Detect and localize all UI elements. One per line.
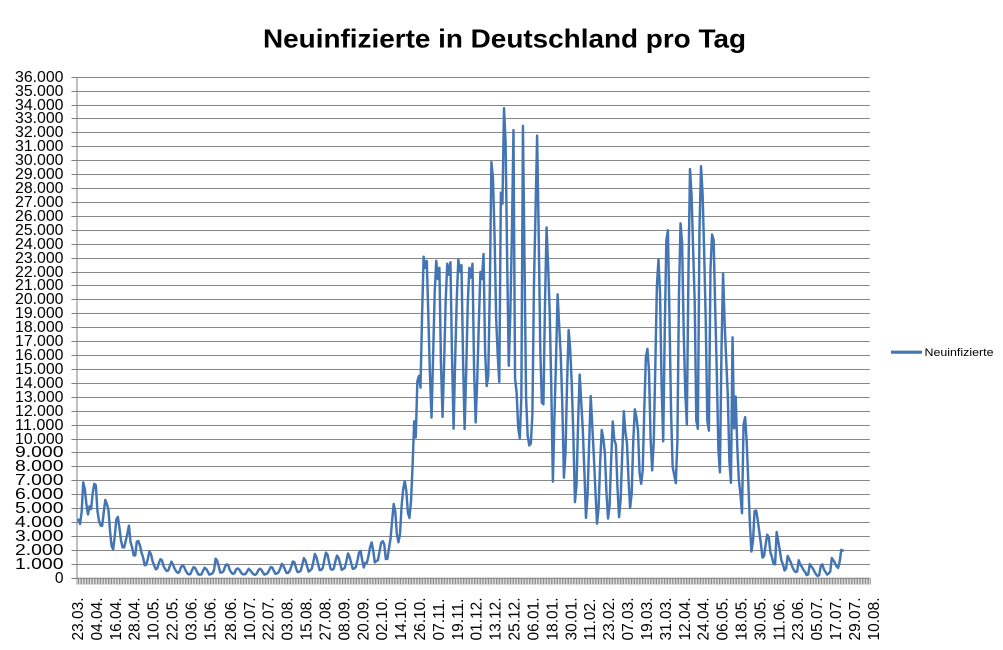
- svg-text:23.02.: 23.02.: [601, 597, 618, 640]
- svg-text:06.01.: 06.01.: [525, 597, 542, 640]
- svg-text:11.02.: 11.02.: [582, 599, 599, 641]
- svg-text:17.000: 17.000: [15, 333, 64, 350]
- svg-text:11.06.: 11.06.: [771, 599, 788, 641]
- svg-text:22.05.: 22.05.: [165, 597, 182, 640]
- svg-text:12.04.: 12.04.: [677, 597, 694, 640]
- svg-text:35.000: 35.000: [15, 83, 64, 100]
- svg-text:22.000: 22.000: [15, 264, 64, 281]
- svg-text:07.11.: 07.11.: [431, 599, 448, 641]
- svg-text:29.07.: 29.07.: [847, 597, 864, 640]
- svg-text:27.08.: 27.08.: [317, 597, 334, 640]
- svg-text:20.000: 20.000: [15, 291, 64, 308]
- svg-text:10.08.: 10.08.: [866, 597, 883, 640]
- svg-text:26.10.: 26.10.: [412, 597, 429, 640]
- svg-text:4.000: 4.000: [15, 514, 64, 531]
- svg-text:23.000: 23.000: [15, 250, 64, 267]
- svg-text:15.08.: 15.08.: [299, 597, 316, 640]
- svg-text:6.000: 6.000: [15, 486, 64, 503]
- svg-text:36.000: 36.000: [15, 69, 64, 86]
- svg-text:Neuinfizierte in Deutschland p: Neuinfizierte in Deutschland pro Tag: [263, 24, 746, 54]
- svg-text:20.09.: 20.09.: [355, 597, 372, 640]
- svg-text:30.000: 30.000: [15, 152, 64, 169]
- svg-text:29.000: 29.000: [15, 166, 64, 183]
- svg-text:05.07.: 05.07.: [809, 597, 826, 640]
- svg-text:16.04.: 16.04.: [108, 597, 125, 640]
- svg-text:13.000: 13.000: [15, 389, 64, 406]
- svg-text:11.000: 11.000: [15, 417, 64, 434]
- svg-text:30.01.: 30.01.: [563, 597, 580, 640]
- svg-text:27.000: 27.000: [15, 194, 64, 211]
- svg-text:04.04.: 04.04.: [89, 597, 106, 640]
- svg-text:14.10.: 14.10.: [393, 597, 410, 640]
- svg-text:18.05.: 18.05.: [734, 597, 751, 640]
- svg-text:9.000: 9.000: [15, 444, 64, 461]
- svg-text:01.12.: 01.12.: [469, 597, 486, 640]
- svg-text:33.000: 33.000: [15, 110, 64, 127]
- svg-text:32.000: 32.000: [15, 124, 64, 141]
- svg-text:3.000: 3.000: [15, 528, 64, 545]
- svg-text:17.07.: 17.07.: [828, 597, 845, 640]
- svg-text:34.000: 34.000: [15, 97, 64, 114]
- svg-text:23.06.: 23.06.: [790, 597, 807, 640]
- svg-text:Neuinfizierte: Neuinfizierte: [925, 347, 994, 359]
- svg-text:24.000: 24.000: [15, 236, 64, 253]
- svg-text:28.04.: 28.04.: [127, 597, 144, 640]
- svg-text:03.06.: 03.06.: [183, 597, 200, 640]
- svg-text:10.07.: 10.07.: [242, 597, 259, 640]
- svg-text:13.12.: 13.12.: [488, 597, 505, 640]
- svg-text:10.05.: 10.05.: [146, 597, 163, 640]
- svg-text:25.12.: 25.12.: [507, 597, 524, 640]
- svg-text:02.10.: 02.10.: [374, 597, 391, 640]
- svg-text:19.03.: 19.03.: [639, 597, 656, 640]
- svg-text:14.000: 14.000: [15, 375, 64, 392]
- svg-text:23.03.: 23.03.: [70, 597, 87, 640]
- svg-text:18.01.: 18.01.: [544, 597, 561, 640]
- svg-text:24.04.: 24.04.: [696, 597, 713, 640]
- svg-text:06.05.: 06.05.: [715, 597, 732, 640]
- svg-text:19.000: 19.000: [15, 305, 64, 322]
- svg-text:0: 0: [55, 570, 64, 587]
- svg-text:25.000: 25.000: [15, 222, 64, 239]
- svg-text:15.06.: 15.06.: [202, 597, 219, 640]
- svg-text:12.000: 12.000: [15, 403, 64, 420]
- svg-text:5.000: 5.000: [15, 500, 64, 517]
- svg-text:03.08.: 03.08.: [280, 597, 297, 640]
- svg-text:28.000: 28.000: [15, 180, 64, 197]
- svg-text:16.000: 16.000: [15, 347, 64, 364]
- svg-text:22.07.: 22.07.: [261, 597, 278, 640]
- svg-text:19.11.: 19.11.: [450, 599, 467, 641]
- svg-text:10.000: 10.000: [15, 431, 64, 448]
- svg-text:15.000: 15.000: [15, 361, 64, 378]
- svg-text:21.000: 21.000: [15, 277, 64, 294]
- svg-text:26.000: 26.000: [15, 208, 64, 225]
- svg-text:1.000: 1.000: [15, 556, 64, 573]
- svg-text:31.000: 31.000: [15, 138, 64, 155]
- svg-text:2.000: 2.000: [15, 542, 64, 559]
- svg-text:28.06.: 28.06.: [223, 597, 240, 640]
- svg-text:30.05.: 30.05.: [752, 597, 769, 640]
- svg-text:8.000: 8.000: [15, 458, 64, 475]
- svg-text:18.000: 18.000: [15, 319, 64, 336]
- svg-text:07.03.: 07.03.: [620, 597, 637, 640]
- svg-text:7.000: 7.000: [15, 472, 64, 489]
- svg-text:08.09.: 08.09.: [336, 597, 353, 640]
- svg-text:31.03.: 31.03.: [658, 597, 675, 640]
